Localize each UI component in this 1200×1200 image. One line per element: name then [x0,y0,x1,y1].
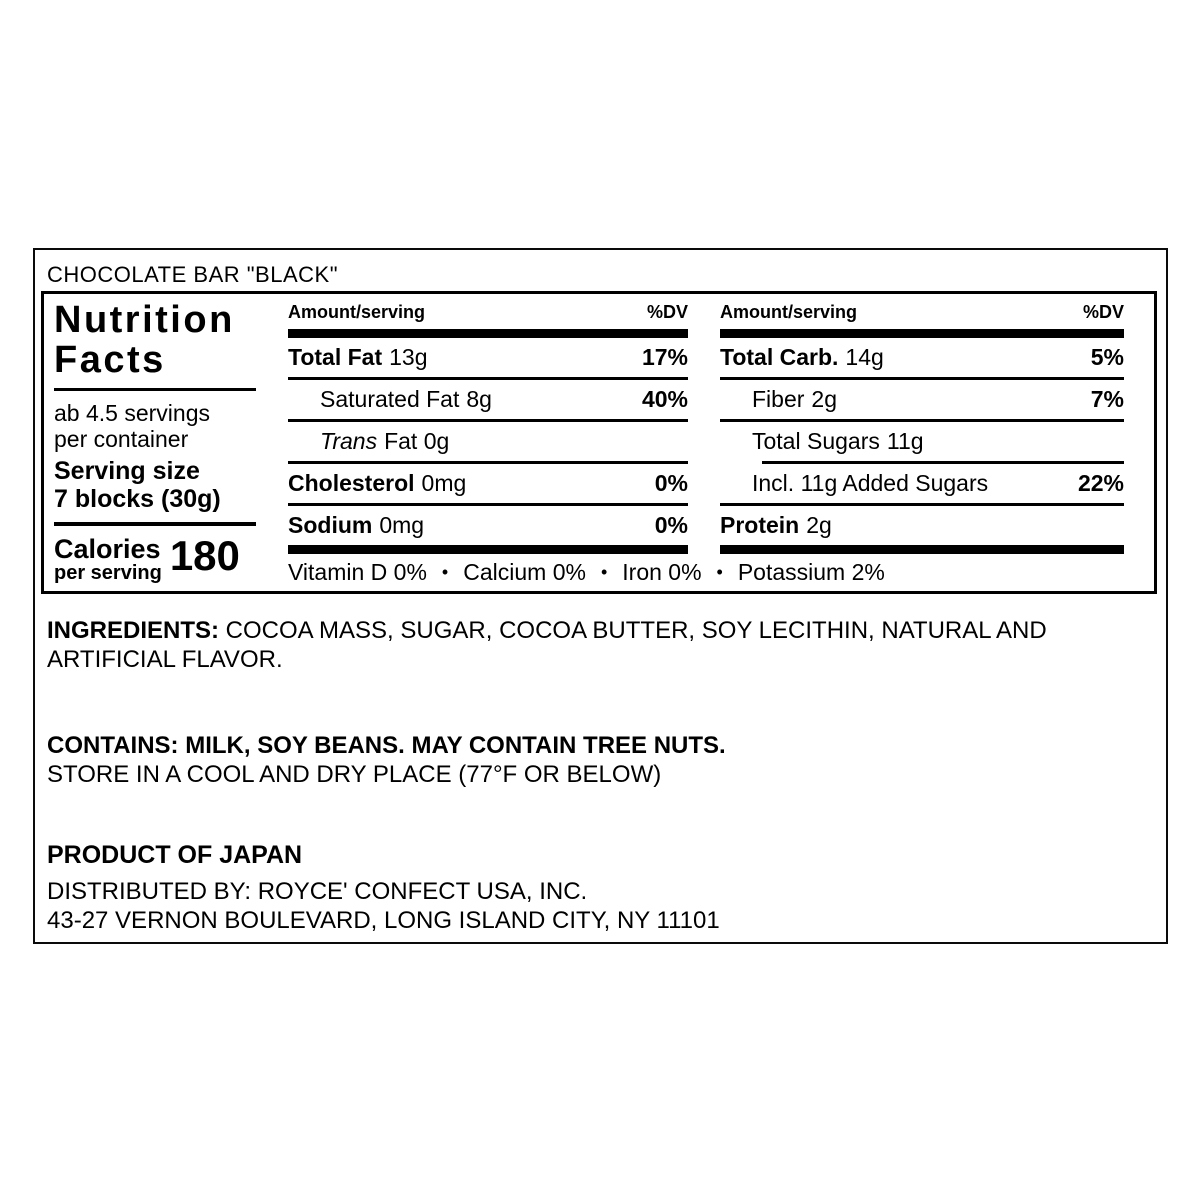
bullet-separator: • [600,561,608,582]
nutrient-name: Incl. 11g Added Sugars [752,470,989,496]
product-name: CHOCOLATE BAR "BLACK" [47,262,338,287]
contains-line: CONTAINS: MILK, SOY BEANS. MAY CONTAIN T… [47,732,726,759]
nutrient-dv: 0% [654,512,688,538]
thick-divider [288,329,688,338]
calories-value: 180 [169,532,240,579]
servings-line2: per container [54,426,189,452]
nutrient-name: Protein [720,512,800,538]
nutrient-amount: 2g [806,512,832,538]
divider [762,461,1124,464]
nutrient-row: Incl. 11g Added Sugars 22% [720,464,1124,503]
vitamins-row: Vitamin D 0% • Calcium 0% • Iron 0% • Po… [288,557,1126,587]
vitamin-item: Vitamin D 0% [288,558,427,585]
serving-size-value: 7 blocks (30g) [54,485,221,513]
bullet-separator: • [716,561,723,582]
panel-column-summary: Nutrition Facts ab 4.5 servings per cont… [54,300,268,584]
nutrient-name: Total Carb. [720,344,839,370]
nutrient-dv: 40% [641,386,688,412]
origin-line: PRODUCT OF JAPAN [47,841,303,869]
nutrient-name: Cholesterol [288,470,415,496]
divider [720,377,1124,380]
nutrient-name: Fiber [752,386,805,412]
column-header: Amount/serving %DV [288,300,688,329]
origin-section: PRODUCT OF JAPAN DISTRIBUTED BY: ROYCE' … [47,841,1154,935]
nutrition-facts-title: Nutrition Facts [54,299,235,381]
nutrient-name: Trans [320,428,378,454]
calories-label: Calories [54,534,161,564]
divider [720,503,1124,506]
dv-header: %DV [646,302,688,322]
bullet-separator: • [441,561,449,582]
nutrient-dv: 7% [1090,386,1124,412]
label-outer-box: CHOCOLATE BAR "BLACK" Nutrition Facts ab… [33,248,1168,944]
nutrient-amount: 0mg [379,512,425,538]
nutrition-facts-panel: Nutrition Facts ab 4.5 servings per cont… [41,291,1157,594]
servings-per-container: ab 4.5 servings per container [54,400,268,452]
calories-sublabel: per serving [54,562,162,584]
serving-size-label: Serving size [54,457,200,485]
divider [720,419,1124,422]
nutrient-dv: 0% [654,470,688,496]
vitamin-item: Potassium 2% [737,558,885,585]
divider [54,388,256,391]
nutrient-row: Total Sugars 11g [720,422,1124,461]
nutrient-dv: 5% [1090,344,1124,370]
nutrient-row: Saturated Fat 8g 40% [288,380,688,419]
nutrient-row: Total Fat 13g 17% [288,338,688,377]
calories: Calories per serving 180 [54,532,268,584]
ingredients-section: INGREDIENTS: COCOA MASS, SUGAR, COCOA BU… [47,616,1154,674]
panel-column-carbs: Amount/serving %DV Total Carb. 14g 5% Fib… [720,300,1124,554]
nutrient-amount: 11g [886,428,924,454]
amount-serving-header: Amount/serving [720,302,858,322]
nutrient-amount: 14g [845,344,884,370]
serving-size: Serving size 7 blocks (30g) [54,457,268,513]
allergen-section: CONTAINS: MILK, SOY BEANS. MAY CONTAIN T… [47,731,1154,789]
nutrient-amount: 0mg [421,470,467,496]
thick-divider [720,545,1124,554]
thick-divider [288,545,688,554]
nutrient-amount: 2g [811,386,837,412]
nutrient-row: Cholesterol 0mg 0% [288,464,688,503]
nutrient-name: Total Sugars [752,428,880,454]
nutrient-dv: 22% [1077,470,1124,496]
nutrient-name: Total Fat [288,344,383,370]
distributor-line1: DISTRIBUTED BY: ROYCE' CONFECT USA, INC. [47,878,588,905]
column-header: Amount/serving %DV [720,300,1124,329]
divider [288,419,688,422]
nutrient-amount: 8g [466,386,492,412]
vitamin-item: Iron 0% [622,558,702,585]
ingredients-label: INGREDIENTS: [47,617,220,644]
amount-serving-header: Amount/serving [288,302,426,322]
nutrient-dv: 17% [641,344,688,370]
thick-divider [720,329,1124,338]
nutrient-amount: 13g [389,344,428,370]
servings-line1: ab 4.5 servings [54,400,210,426]
nutrient-row: Total Carb. 14g 5% [720,338,1124,377]
nutrient-amount: Fat 0g [384,428,450,454]
panel-column-fats: Amount/serving %DV Total Fat 13g 17% Satu… [288,300,688,554]
divider [288,377,688,380]
divider [288,461,688,464]
nutrient-name: Saturated Fat [320,386,460,412]
nutrient-row: Sodium 0mg 0% [288,506,688,545]
divider [54,522,256,526]
nutrient-row: Fiber 2g 7% [720,380,1124,419]
distributor-line2: 43-27 VERNON BOULEVARD, LONG ISLAND CITY… [47,907,720,934]
nutrient-name: Sodium [288,512,373,538]
dv-header: %DV [1082,302,1124,322]
storage-line: STORE IN A COOL AND DRY PLACE (77°F OR B… [47,761,662,788]
nutrient-row: Trans Fat 0g [288,422,688,461]
ingredients-text: COCOA MASS, SUGAR, COCOA BUTTER, SOY LEC… [47,617,1047,673]
nutrient-row: Protein 2g [720,506,1124,545]
vitamin-item: Calcium 0% [463,558,586,585]
divider [288,503,688,506]
